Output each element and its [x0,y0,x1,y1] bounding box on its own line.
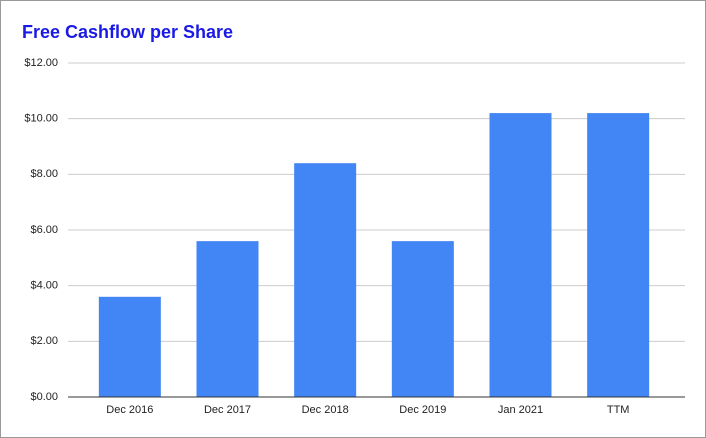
y-tick-label: $10.00 [24,113,58,125]
bar [391,241,454,397]
bar [587,113,650,397]
y-tick-label: $0.00 [30,391,58,403]
bar [98,296,161,397]
x-tick-label: Jan 2021 [498,404,543,416]
x-tick-label: Dec 2018 [302,404,349,416]
y-tick-label: $2.00 [30,335,58,347]
x-tick-label: Dec 2017 [204,404,251,416]
bar [294,163,357,397]
y-tick-label: $12.00 [24,57,58,69]
x-tick-label: TTM [607,404,630,416]
bar [489,113,552,397]
x-tick-label: Dec 2016 [106,404,153,416]
x-tick-label: Dec 2019 [399,404,446,416]
bar [196,241,259,397]
y-tick-label: $6.00 [30,224,58,236]
chart-title: Free Cashflow per Share [22,22,233,42]
y-tick-label: $8.00 [30,168,58,180]
y-tick-label: $4.00 [30,280,58,292]
